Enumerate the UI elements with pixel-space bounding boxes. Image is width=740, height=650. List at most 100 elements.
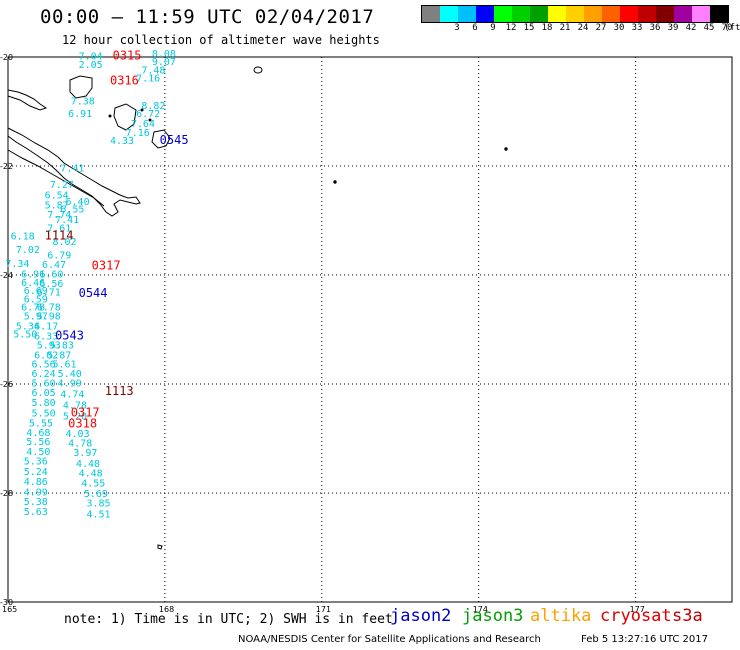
mare-island	[151, 129, 171, 149]
wave-height-value: 5.69	[84, 489, 108, 500]
axis-labels: 165 168 171 174 177 -20 -22 -24 -26 -28 -30	[0, 53, 645, 614]
wave-height-value: 6.91	[68, 109, 92, 120]
longitude-label: 165	[2, 605, 17, 614]
wave-height-value: 6.02	[34, 350, 58, 361]
graticule	[8, 57, 732, 602]
wave-height-value: 6.05	[32, 388, 56, 399]
wave-height-value: 7.64	[131, 119, 155, 130]
wave-height-value: 7.74	[47, 210, 71, 221]
latitude-label: -20	[0, 53, 13, 62]
wave-height-value: 6.91	[21, 270, 45, 281]
pass-time-label: 0318	[68, 417, 97, 431]
scale-unit: (ft)	[724, 23, 740, 33]
scale-swatch	[530, 6, 548, 22]
wave-height-color-scale	[421, 5, 729, 23]
scale-tick-label: 9	[490, 23, 496, 33]
wave-height-value: 5.98	[37, 312, 61, 323]
wave-height-value: 5.50	[13, 330, 37, 341]
inner-reef-line	[7, 149, 105, 207]
wave-height-value: 6.46	[21, 278, 45, 289]
wave-height-value: 8.02	[52, 237, 76, 248]
legend-s3a: s3a	[672, 606, 703, 626]
latitude-label: -30	[0, 598, 13, 607]
scale-tick-label: 33	[631, 23, 643, 33]
wave-height-value: 5.38	[24, 497, 48, 508]
wave-height-value: 7.48	[141, 65, 165, 76]
wave-height-value: 6.56	[39, 279, 63, 290]
map-subtitle: 12 hour collection of altimeter wave hei…	[62, 33, 380, 47]
pass-time-label: 0317	[71, 406, 100, 420]
wave-height-value: 5.83	[50, 341, 74, 352]
wave-height-value: 5.34	[16, 322, 40, 333]
wave-height-value: 4.48	[76, 459, 100, 470]
scale-swatch	[710, 6, 728, 22]
wave-height-value: 7.04	[79, 52, 103, 63]
wave-height-value: 6.78	[21, 302, 45, 313]
map-title: 00:00 – 11:59 UTC 02/04/2017	[40, 6, 375, 28]
hunter-islet	[504, 147, 508, 151]
scale-tick-label: 42	[685, 23, 697, 33]
wave-height-value: 7.61	[47, 223, 71, 234]
wave-height-value: 4.78	[68, 439, 92, 450]
wave-height-value: 5.50	[32, 409, 56, 420]
wave-height-value: 7.27	[50, 180, 74, 191]
wave-height-value: 3.85	[86, 499, 110, 510]
pass-time-label: 0544	[79, 286, 108, 300]
wave-height-value: 6.40	[66, 197, 90, 208]
wave-height-value: 9.07	[152, 57, 176, 68]
wave-height-value: 5.63	[24, 507, 48, 518]
wave-height-value: 5.61	[52, 360, 76, 371]
wave-height-value: 6.17	[34, 322, 58, 333]
wave-height-value: 5.87	[47, 350, 71, 361]
generation-timestamp: Feb 5 13:27:16 UTC 2017	[581, 634, 708, 645]
reef-dot	[140, 108, 144, 112]
scale-swatch	[458, 6, 476, 22]
wave-height-value: 3.97	[73, 448, 97, 459]
pass-time-label: 0316	[110, 73, 139, 87]
scale-swatch	[512, 6, 530, 22]
wave-height-value: 5.36	[24, 457, 48, 468]
wave-height-value: 4.03	[66, 429, 90, 440]
wave-height-value: 6.60	[39, 270, 63, 281]
wave-height-value: 6.24	[32, 369, 56, 380]
scale-swatch	[440, 6, 458, 22]
wave-height-value: 5.24	[24, 467, 48, 478]
pass-time-label: 0545	[160, 133, 189, 147]
norfolk-islet	[157, 544, 163, 550]
wave-height-value: 6.33	[34, 331, 58, 342]
wave-height-value: 7.34	[5, 259, 29, 270]
wave-height-value: 7.16	[126, 128, 150, 139]
wave-height-value: 4.99	[24, 488, 48, 499]
wave-height-value: 6.78	[37, 302, 61, 313]
scale-swatch	[602, 6, 620, 22]
longitude-label: 168	[159, 605, 174, 614]
scale-tick-label: 12	[505, 23, 517, 33]
scale-swatch	[422, 6, 440, 22]
reef-dot	[108, 114, 112, 118]
wave-height-value: 6.72	[136, 109, 160, 120]
wave-height-value: 5.87	[45, 201, 69, 212]
wave-height-value: 4.48	[79, 469, 103, 480]
wave-height-value: 4.55	[81, 478, 105, 489]
wave-height-value: 4.51	[86, 510, 110, 521]
scale-tick-label: 18	[541, 23, 553, 33]
wave-height-value: 7.02	[16, 245, 40, 256]
wave-height-value: 8.08	[152, 49, 176, 60]
latitude-label: -24	[0, 271, 13, 280]
wave-height-value: 6.55	[60, 204, 84, 215]
scale-swatch	[494, 6, 512, 22]
coastline	[7, 66, 508, 550]
wave-height-value: 7.41	[60, 163, 84, 174]
legend-jason3: jason3	[462, 606, 524, 626]
scale-tick-label: 24	[577, 23, 589, 33]
longitude-label: 174	[473, 605, 488, 614]
scale-swatch	[638, 6, 656, 22]
wave-height-value: 5.20	[63, 411, 87, 422]
longitude-label: 177	[630, 605, 645, 614]
credit-line: NOAA/NESDIS Center for Satellite Applica…	[238, 634, 541, 645]
pass-time-label: 0543	[55, 328, 84, 342]
walpole-islet	[253, 66, 263, 74]
